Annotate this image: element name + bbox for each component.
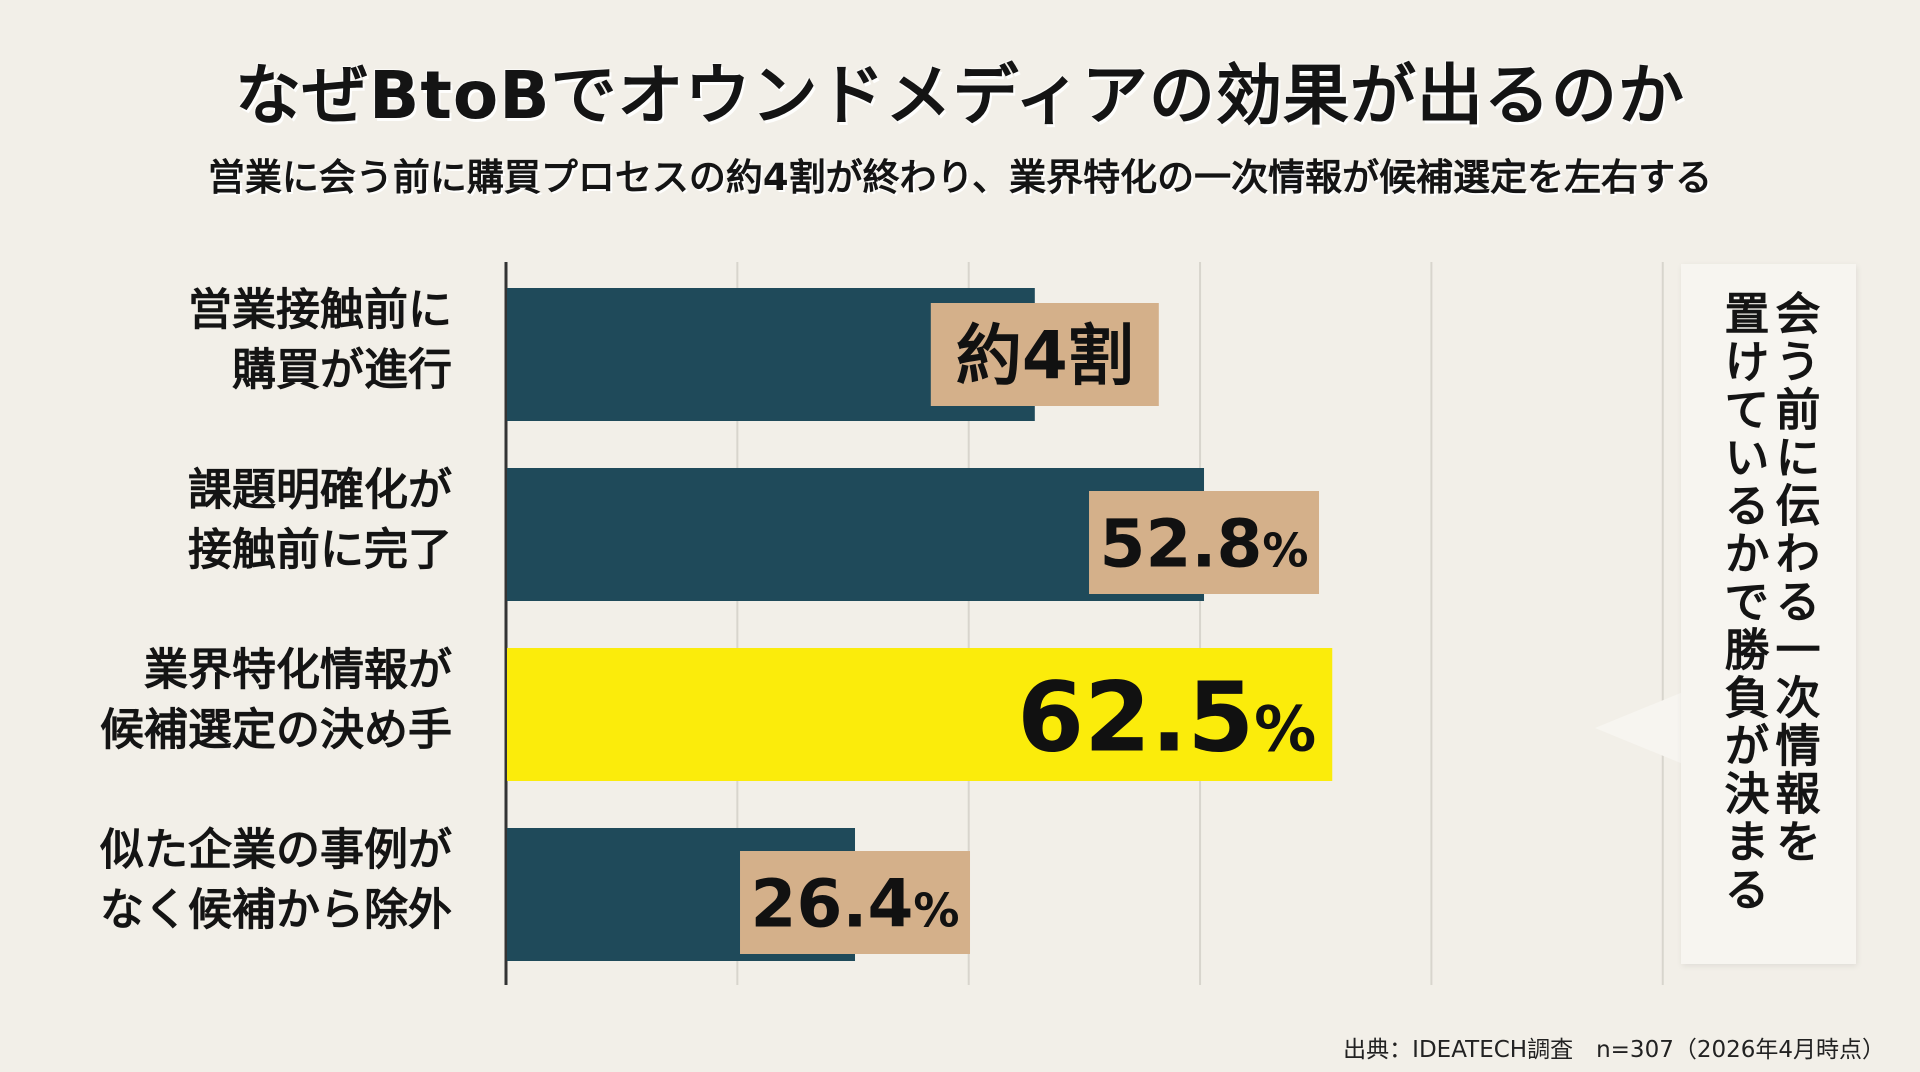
data-label: 26.4% [751, 866, 960, 943]
source-note: 出典：IDEATECH調査 n=307（2026年4月時点） [1343, 1037, 1885, 1063]
callout-tail [1595, 692, 1683, 764]
callout-line-2: 置けているかで勝負が決まる [1716, 290, 1770, 914]
data-label: 52.8% [1100, 506, 1309, 583]
category-label: 候補選定の決め手 [100, 705, 452, 756]
callout-line-1: 会う前に伝わる一次情報を [1767, 290, 1821, 866]
category-label: 似た企業の事例が [99, 825, 452, 876]
data-label-box [1089, 491, 1320, 594]
callout-box [1681, 264, 1856, 964]
chart-title: なぜBtoBでオウンドメディアの効果が出るのか [235, 57, 1685, 134]
category-label: 業界特化情報が [144, 645, 452, 696]
data-label-box [740, 851, 971, 954]
data-label: 約4割 [956, 318, 1134, 395]
data-label: 62.5% [1017, 662, 1316, 774]
category-label: 営業接触前に [188, 285, 452, 336]
chart-subtitle: 営業に会う前に購買プロセスの約4割が終わり、業界特化の一次情報が候補選定を左右す… [207, 156, 1713, 199]
bar-2 [507, 648, 1333, 781]
callout-text: 会う前に伝わる一次情報を 置けているかで勝負が決まる [1681, 290, 1856, 950]
category-label: なく候補から除外 [100, 885, 452, 936]
category-label: 購買が進行 [232, 345, 452, 396]
category-label: 課題明確化が [188, 465, 452, 516]
category-label: 接触前に完了 [188, 525, 452, 576]
data-label-box [930, 303, 1159, 406]
bar-1 [507, 468, 1205, 601]
